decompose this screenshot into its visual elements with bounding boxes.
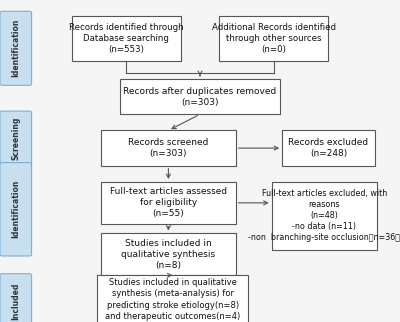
Text: Records excluded
(n=248): Records excluded (n=248)	[288, 138, 368, 158]
FancyBboxPatch shape	[0, 11, 32, 85]
Text: Studies included in
qualitative synthesis
(n=8): Studies included in qualitative synthesi…	[121, 239, 216, 270]
FancyBboxPatch shape	[120, 79, 280, 114]
Text: Included: Included	[11, 282, 20, 320]
FancyBboxPatch shape	[101, 233, 236, 275]
Text: Identification: Identification	[11, 180, 20, 239]
Text: Additional Records identified
through other sources
(n=0): Additional Records identified through ot…	[212, 23, 336, 54]
Text: Records screened
(n=303): Records screened (n=303)	[128, 138, 209, 158]
FancyBboxPatch shape	[101, 130, 236, 166]
FancyBboxPatch shape	[282, 130, 375, 166]
FancyBboxPatch shape	[219, 16, 328, 61]
Text: Full-text articles assessed
for eligibility
(n=55): Full-text articles assessed for eligibil…	[110, 187, 227, 218]
FancyBboxPatch shape	[0, 163, 32, 256]
FancyBboxPatch shape	[97, 275, 248, 322]
FancyBboxPatch shape	[72, 16, 181, 61]
FancyBboxPatch shape	[0, 274, 32, 322]
Text: Records after duplicates removed
(n=303): Records after duplicates removed (n=303)	[123, 87, 277, 107]
Text: Full-text articles excluded, with
reasons
(n=48)
-no data (n=11)
-non  branching: Full-text articles excluded, with reason…	[248, 189, 400, 242]
Text: Studies included in qualitative
synthesis (meta-analysis) for
predicting stroke : Studies included in qualitative synthesi…	[105, 278, 240, 321]
Text: Identification: Identification	[11, 19, 20, 78]
FancyBboxPatch shape	[0, 111, 32, 166]
Text: Screening: Screening	[11, 117, 20, 160]
Text: Records identified through
Database searching
(n=553): Records identified through Database sear…	[69, 23, 184, 54]
FancyBboxPatch shape	[101, 182, 236, 224]
FancyBboxPatch shape	[272, 182, 377, 250]
